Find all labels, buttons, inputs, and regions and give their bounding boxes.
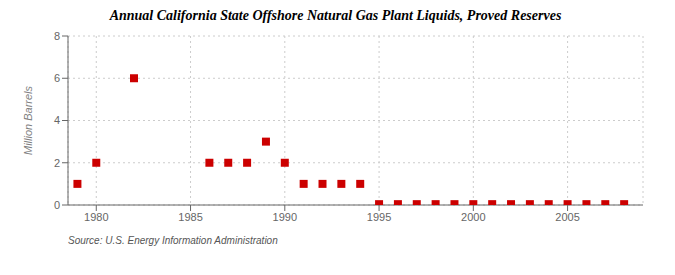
svg-text:4: 4 <box>54 114 60 126</box>
svg-text:1990: 1990 <box>273 211 297 223</box>
svg-text:1995: 1995 <box>367 211 391 223</box>
svg-text:2005: 2005 <box>555 211 579 223</box>
svg-text:6: 6 <box>54 72 60 84</box>
svg-text:8: 8 <box>54 30 60 42</box>
html-text:Annual California State Offsho: Annual California State Offshore Natural… <box>109 8 562 23</box>
svg-text:Million Barrels: Million Barrels <box>22 85 34 155</box>
svg-text:2: 2 <box>54 157 60 169</box>
svg-text:2000: 2000 <box>461 211 485 223</box>
svg-text:1985: 1985 <box>178 211 202 223</box>
svg-text:1980: 1980 <box>84 211 108 223</box>
svg-text:0: 0 <box>54 199 60 211</box>
html-text:Source: U.S. Energy Informatio: Source: U.S. Energy Information Administ… <box>68 235 278 246</box>
